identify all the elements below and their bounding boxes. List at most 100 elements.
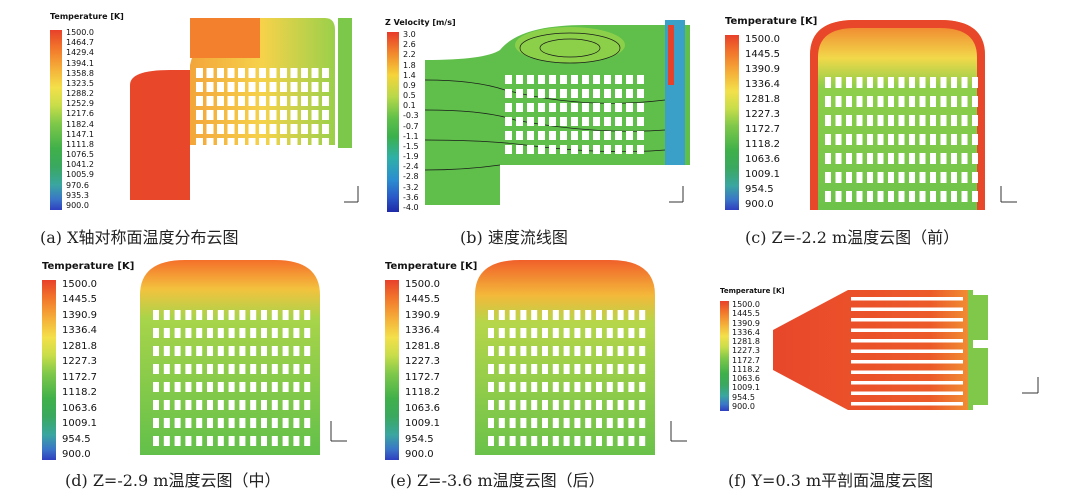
tube-slot [582, 145, 589, 154]
colorbar [720, 301, 729, 411]
colorbar-tick-label: 954.5 [745, 184, 774, 195]
tube-slot [271, 382, 278, 392]
tube-slot [271, 310, 278, 320]
tube-slot [856, 115, 863, 126]
colorbar-title: Temperature [K] [50, 12, 124, 21]
tube-slot [217, 82, 224, 92]
tube-slot [509, 436, 516, 446]
colorbar-tick-label: 900.0 [62, 449, 91, 460]
tube-slot [582, 103, 589, 112]
tube-slot [238, 96, 245, 106]
tube-slot [617, 328, 624, 338]
tube-slot [217, 310, 224, 320]
tube-slot [825, 153, 831, 164]
tube-slot [538, 131, 545, 140]
tube-slot [228, 346, 235, 356]
colorbar-ticks: 1500.0 1445.5 1390.9 1336.4 1281.8 1227.3 1172… [405, 279, 450, 460]
tube-slot [825, 172, 831, 183]
tube-slot [549, 75, 556, 84]
tube-slot [560, 117, 567, 126]
tube-slot [509, 346, 516, 356]
tube-slot [527, 117, 534, 126]
tube-slot [290, 124, 298, 134]
tube-slot [951, 153, 957, 164]
tube-slot [206, 110, 214, 120]
tube-slot [227, 82, 235, 92]
tube-slot [940, 77, 947, 88]
colorbar-tick-label: 1009.1 [745, 169, 780, 180]
tube-slot [516, 131, 523, 140]
tube-slot [196, 82, 203, 92]
tube-slot [311, 82, 319, 92]
tube-slot [293, 310, 300, 320]
tube-slot [196, 418, 203, 428]
colorbar-tick-label: 1147.1 [66, 129, 94, 139]
tube-slot [280, 96, 287, 106]
tube-slot [293, 436, 300, 446]
tube-slot [196, 138, 203, 148]
colorbar-tick-label: 1445.5 [405, 294, 440, 306]
tube-slot [196, 68, 203, 78]
tube-slot [280, 110, 287, 120]
colorbar-ticks: 1500.0 1445.5 1390.9 1336.4 1281.8 1227.3 1172… [745, 34, 790, 210]
panel-b: Z Velocity [m/s] 3.0 2.6 2.2 1.8 1.4 0.9 0.5 0.… [385, 10, 695, 247]
colorbar-tick-label: 1182.4 [66, 119, 94, 129]
tube-slot [835, 153, 842, 164]
tube-slot [228, 382, 235, 392]
tube-slot [606, 436, 613, 446]
tube-slot [271, 400, 278, 410]
tube-slot [322, 124, 329, 134]
tube-slot [250, 364, 257, 374]
tube-slot [930, 96, 936, 107]
tube-slot [290, 110, 298, 120]
tube-slot [259, 68, 266, 78]
tube-slot [185, 382, 192, 392]
tube-slot [527, 75, 534, 84]
tube-slot [293, 346, 300, 356]
tube-slot [552, 436, 559, 446]
tube-slot [856, 134, 863, 145]
tube-slot [311, 110, 319, 120]
tube-slot [585, 418, 592, 428]
axis-triad [340, 180, 366, 206]
tube-slot [509, 328, 516, 338]
tube-slot [531, 310, 538, 320]
tube-slot [867, 191, 873, 202]
tube-slot [856, 191, 863, 202]
axis-triad [325, 415, 351, 445]
tube-slot [574, 436, 581, 446]
tube-slot [196, 346, 203, 356]
tube-slot [185, 418, 192, 428]
tube-slot [520, 346, 527, 356]
slot-rows [196, 68, 329, 148]
tube-slot [311, 96, 319, 106]
tube-slot [972, 115, 978, 126]
tube-slot [217, 124, 224, 134]
tube-slot [227, 96, 235, 106]
tube-slot [505, 131, 512, 140]
tube-slot [628, 418, 635, 428]
tube-slot [867, 153, 873, 164]
tube-slot [520, 364, 527, 374]
tube-slot [217, 418, 224, 428]
tube-slot [972, 134, 978, 145]
tube-slot [174, 346, 181, 356]
tube-slot [639, 346, 646, 356]
tube-slot [582, 117, 589, 126]
tube-slot [542, 400, 548, 410]
tube-slot [898, 191, 905, 202]
tube-slot [552, 364, 559, 374]
tube-slot [498, 436, 505, 446]
colorbar-tick-label: 1227.3 [405, 356, 440, 368]
tube-slot [585, 436, 592, 446]
tube-slot [961, 134, 968, 145]
colorbar-title: Temperature [K] [725, 16, 818, 27]
tube-slot [615, 145, 622, 154]
contour-plot [475, 260, 655, 455]
colorbar-tick-label: 2.2 [403, 50, 416, 60]
tube-slot [206, 96, 214, 106]
tube-slot [972, 172, 978, 183]
tube-slot [174, 364, 181, 374]
tube-slot [574, 310, 581, 320]
tube-slot [227, 124, 235, 134]
